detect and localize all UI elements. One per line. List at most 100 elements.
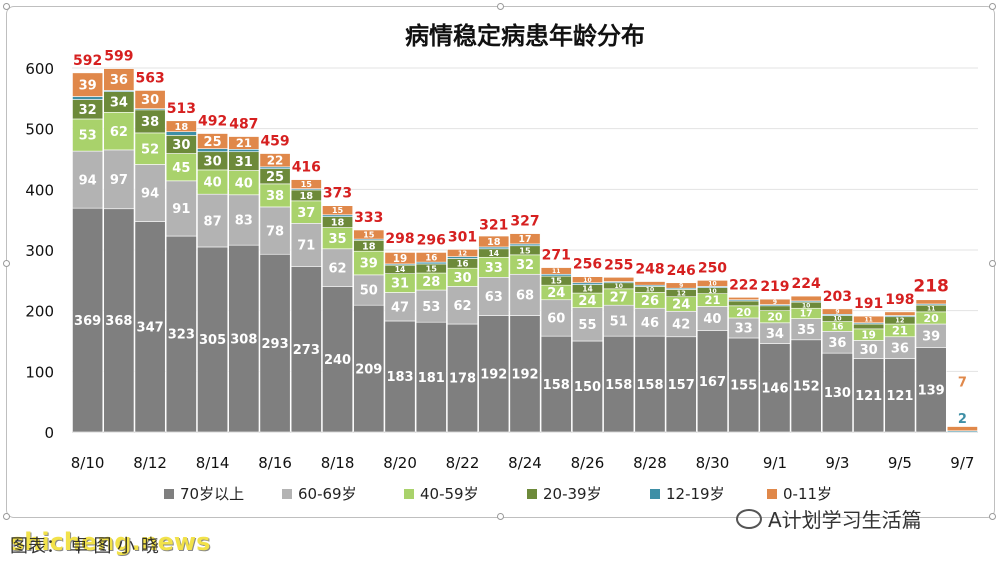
y-tick-label: 0 (44, 424, 54, 442)
segment-label: 46 (641, 316, 659, 331)
resize-handle-top[interactable] (497, 3, 504, 10)
segment-label: 10 (646, 287, 654, 294)
y-tick-label: 600 (25, 60, 54, 78)
segment-label: 14 (395, 265, 406, 274)
segment-label: 178 (449, 372, 476, 387)
x-tick-label: 8/30 (696, 454, 730, 472)
segment-label: 121 (886, 389, 913, 404)
resize-handle-bottom[interactable] (497, 513, 504, 520)
total-label: 7 (958, 375, 967, 390)
segment-label: 9 (835, 309, 839, 316)
segment-label: 273 (293, 343, 320, 358)
segment-label: 12 (458, 249, 468, 257)
segment-label: 183 (386, 370, 413, 385)
bar-segment (415, 289, 447, 323)
total-label: 333 (354, 210, 383, 226)
segment-label: 91 (172, 202, 190, 217)
segment-label: 192 (511, 367, 538, 382)
bar-segment (353, 229, 385, 240)
legend-label: 20-39岁 (543, 485, 602, 503)
x-tick-label: 8/14 (196, 454, 230, 472)
segment-label: 24 (578, 294, 596, 309)
segment-label: 19 (861, 329, 875, 341)
segment-label: 11 (927, 306, 935, 313)
segment-label: 38 (141, 115, 159, 130)
segment-label: 40 (204, 176, 222, 191)
segment-label: 16 (425, 253, 437, 263)
bar-segment (134, 132, 166, 165)
total-label: 416 (292, 160, 321, 176)
segment-label: 24 (672, 298, 690, 313)
total-label: 248 (635, 262, 664, 278)
bar-segment (603, 276, 635, 282)
y-tick-label: 500 (25, 121, 54, 139)
segment-label: 40 (235, 176, 253, 191)
segment-label: 146 (761, 381, 788, 396)
figure-caption: 图表： 卓 图 小 晓 (10, 536, 159, 557)
segment-label: 20 (736, 306, 752, 319)
segment-label: 18 (299, 191, 313, 202)
bar-segment (72, 207, 104, 433)
bar-segment (603, 304, 635, 337)
segment-label: 22 (267, 154, 284, 168)
resize-handle-br[interactable] (989, 513, 996, 520)
segment-label: 369 (74, 314, 101, 329)
total-label: 271 (542, 248, 571, 264)
bar-segment (165, 153, 197, 182)
segment-label: 192 (480, 367, 507, 382)
total-label: 2 (958, 412, 967, 427)
bar-segment (478, 235, 510, 248)
segment-label: 52 (141, 142, 159, 157)
bar-segment (509, 273, 541, 316)
bar-segment (228, 194, 260, 246)
resize-handle-left[interactable] (3, 260, 10, 267)
resize-handle-right[interactable] (989, 260, 996, 267)
wechat-icon (736, 508, 762, 529)
total-label: 218 (913, 277, 949, 297)
bar-segment (634, 281, 666, 286)
total-label: 301 (448, 229, 477, 245)
total-label: 296 (417, 232, 446, 248)
segment-label: 14 (488, 249, 499, 258)
segment-label: 30 (453, 271, 471, 286)
segment-label: 30 (204, 155, 222, 170)
legend-label: 40-59岁 (420, 485, 479, 503)
bar-segment (290, 179, 322, 190)
segment-label: 62 (110, 125, 128, 140)
segment-label: 10 (833, 316, 841, 323)
segment-label: 21 (892, 324, 908, 338)
bar-segment (72, 96, 104, 100)
bar-segment (853, 358, 885, 433)
segment-label: 18 (331, 218, 345, 229)
bar-segment (790, 295, 822, 302)
segment-label: 17 (519, 234, 532, 245)
segment-label: 347 (137, 320, 164, 335)
bar-segment (572, 340, 603, 433)
bar-segment (946, 426, 978, 432)
segment-label: 25 (204, 135, 222, 150)
segment-label: 323 (168, 328, 195, 343)
resize-handle-tl[interactable] (3, 3, 10, 10)
bar-segment (665, 282, 697, 289)
segment-label: 53 (422, 300, 440, 315)
segment-label: 158 (636, 378, 663, 393)
segment-label: 36 (828, 336, 846, 351)
bar-segment (165, 235, 197, 433)
legend-swatch (282, 489, 292, 499)
bar-segment (353, 304, 385, 433)
legend-swatch (767, 489, 777, 499)
resize-handle-tr[interactable] (989, 3, 996, 10)
bar-segment (72, 72, 104, 97)
bar-segment (696, 306, 728, 331)
resize-handle-bl[interactable] (3, 513, 10, 520)
x-tick-label: 9/7 (950, 454, 974, 472)
segment-label: 32 (516, 258, 534, 273)
segment-label: 28 (422, 275, 440, 290)
bar-segment (228, 136, 260, 150)
segment-label: 36 (891, 341, 909, 356)
x-tick-label: 8/28 (633, 454, 667, 472)
segment-label: 150 (574, 380, 601, 395)
bar-segment (665, 336, 697, 433)
segment-label: 368 (105, 314, 132, 329)
